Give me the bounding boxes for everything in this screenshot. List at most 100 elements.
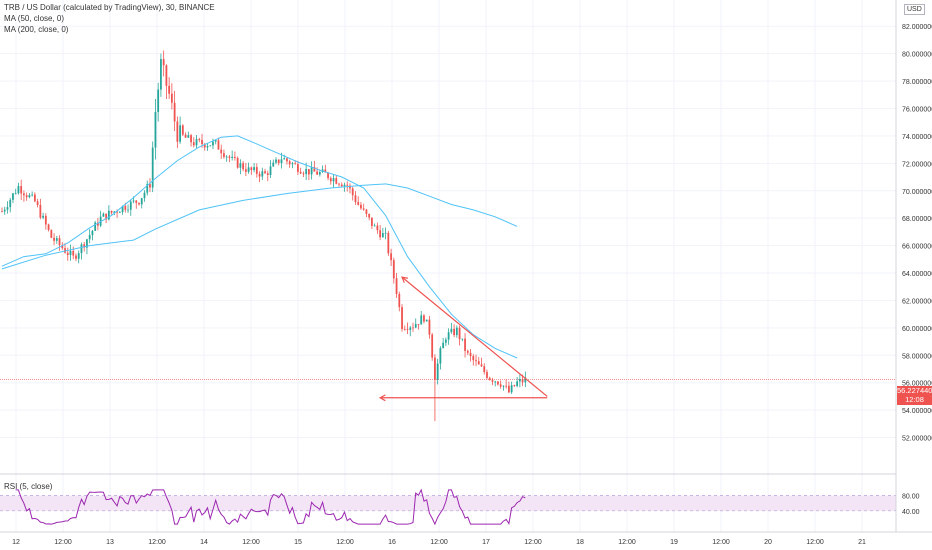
trendlines[interactable]: [378, 276, 548, 402]
candle-body: [401, 307, 403, 330]
candle-body: [135, 200, 138, 203]
candle-body: [149, 184, 151, 188]
ma50-line[interactable]: [1, 135, 518, 359]
rsi-legend[interactable]: RSI (5, close): [4, 482, 53, 491]
candle-body: [450, 328, 453, 333]
candle-body: [453, 328, 455, 336]
price-tick-label: 60.000000: [902, 326, 932, 333]
candle-body: [335, 178, 338, 184]
candle-body: [516, 381, 519, 387]
ma50-legend[interactable]: MA (50, close, 0): [4, 14, 65, 23]
candle-body: [373, 225, 376, 227]
candle-body: [80, 244, 83, 254]
candle-body: [55, 238, 58, 241]
last-price-tag: 56.227440 12:08: [897, 386, 932, 405]
price-axis-labels[interactable]: 82.000000 80.000000 78.000000 76.000000 74.0…: [902, 24, 932, 516]
candle-body: [261, 171, 264, 177]
candle-body: [173, 102, 176, 122]
candle-body: [447, 332, 450, 340]
rsi-band-fill: [0, 495, 896, 511]
candle-body: [91, 230, 94, 236]
price-tick-label: 82.000000: [902, 24, 932, 31]
time-axis-labels[interactable]: 12 12:00 13 12:00 14 12:00 15 12:00 16 12:00 17 12:…: [12, 539, 866, 546]
candle-body: [107, 210, 110, 220]
candle-body: [250, 167, 253, 171]
candle-body: [110, 210, 113, 213]
candle-body: [302, 173, 305, 175]
candle-body: [403, 329, 406, 330]
candle-body: [192, 142, 195, 146]
candle-body: [291, 163, 294, 165]
candle-body: [316, 171, 318, 175]
candle-body: [305, 169, 308, 175]
candle-body: [179, 125, 181, 142]
candle-body: [28, 195, 31, 198]
candle-body: [203, 144, 206, 148]
price-tick-label: 72.000000: [902, 161, 932, 168]
chart-title[interactable]: TRB / US Dollar (calculated by TradingVi…: [4, 3, 215, 12]
candle-body: [66, 252, 69, 255]
candle-body: [214, 140, 217, 142]
candle-body: [20, 186, 23, 194]
candle-body: [83, 244, 86, 248]
candle-body: [313, 166, 316, 172]
time-tick-label: 14: [200, 539, 208, 546]
candle-body: [434, 357, 436, 380]
candle-body: [338, 183, 340, 185]
candle-body: [318, 172, 321, 175]
candle-body: [236, 157, 239, 168]
candle-body: [381, 233, 384, 238]
candle-body: [502, 385, 505, 387]
time-tick-label: 13: [106, 539, 114, 546]
time-tick-label: 19: [670, 539, 678, 546]
candle-body: [524, 377, 527, 383]
time-tick-label: 17: [482, 539, 490, 546]
candle-body: [225, 156, 228, 158]
candle-body: [140, 198, 143, 205]
candle-body: [379, 230, 382, 238]
candle-body: [283, 158, 286, 160]
time-tick-label: 12:00: [148, 539, 166, 546]
time-tick-label: 12:00: [430, 539, 448, 546]
candle-body: [428, 319, 431, 335]
time-tick-label: 12:00: [54, 539, 72, 546]
candle-body: [170, 93, 173, 103]
currency-label[interactable]: USD: [904, 4, 925, 15]
candle-body: [425, 319, 428, 322]
candle-body: [242, 163, 245, 170]
candle-body: [146, 184, 149, 193]
candle-body: [64, 248, 66, 253]
rsi-band: [0, 495, 896, 512]
candle-body: [491, 379, 494, 382]
candle-body: [61, 245, 64, 249]
candle-body: [486, 372, 488, 378]
candle-body: [417, 324, 420, 325]
candle-body: [332, 178, 335, 182]
candle-body: [42, 215, 44, 218]
candle-body: [280, 159, 283, 164]
candle-body: [346, 184, 349, 186]
time-tick-label: 20: [764, 539, 772, 546]
candle-body: [69, 250, 72, 255]
bar-countdown: 12:08: [905, 395, 924, 404]
candle-body: [351, 188, 354, 196]
candle-body: [53, 237, 55, 241]
candles: [1, 50, 527, 422]
candle-body: [201, 139, 203, 145]
ma200-line[interactable]: [1, 183, 518, 270]
ma200-legend[interactable]: MA (200, close, 0): [4, 25, 69, 34]
trendline-arrow: [378, 394, 386, 402]
candle-body: [365, 209, 368, 214]
candle-body: [472, 356, 475, 361]
time-tick-label: 18: [576, 539, 584, 546]
candle-body: [272, 162, 275, 167]
candle-body: [264, 171, 266, 174]
candle-body: [480, 364, 483, 367]
candle-body: [44, 215, 47, 225]
candle-body: [88, 235, 91, 240]
candle-body: [143, 192, 146, 199]
candle-body: [436, 363, 439, 380]
rsi-line[interactable]: [15, 488, 526, 526]
candle-body: [412, 327, 414, 329]
